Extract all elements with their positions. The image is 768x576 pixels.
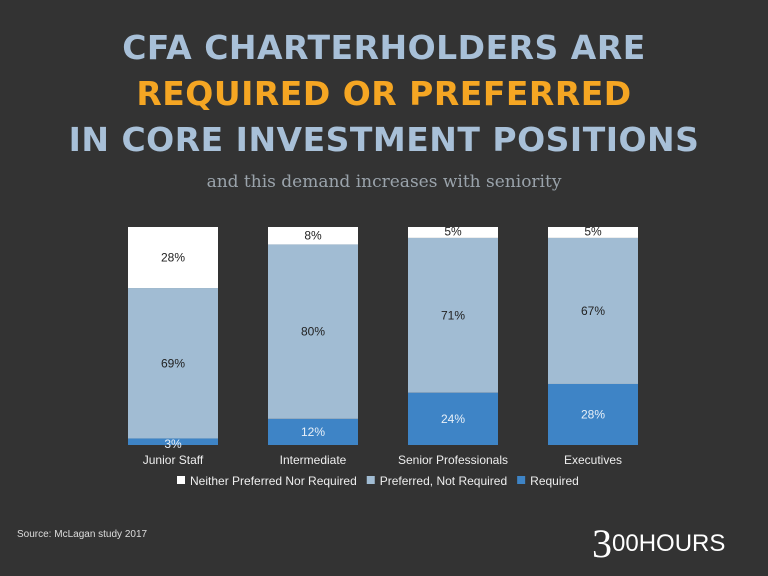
legend-label: Required: [530, 474, 579, 488]
bar-segment-required-2: [408, 392, 498, 445]
data-label: 24%: [441, 412, 465, 426]
legend-swatch: [517, 476, 526, 484]
legend-label: Preferred, Not Required: [380, 474, 507, 488]
legend-label: Neither Preferred Nor Required: [190, 474, 357, 488]
bar-segment-preferred-not-required-3: [548, 237, 638, 384]
data-label: 3%: [164, 437, 182, 451]
logo-300hours: 300HOURS: [592, 520, 725, 567]
source-note: Source: McLagan study 2017: [17, 529, 148, 540]
bar-segment-neither-preferred-nor-required-0: [128, 227, 218, 289]
category-label: Intermediate: [280, 453, 347, 467]
legend-swatch: [177, 476, 185, 484]
title-line-1: CFA CHARTERHOLDERS ARE: [122, 28, 646, 67]
data-label: 8%: [304, 229, 322, 243]
bar-segment-required-1: [268, 418, 358, 445]
category-label: Senior Professionals: [398, 453, 508, 467]
subtitle: and this demand increases with seniority: [206, 172, 562, 192]
bar-segment-preferred-not-required-0: [128, 288, 218, 439]
bar-segment-neither-preferred-nor-required-2: [408, 227, 498, 238]
bar-segment-preferred-not-required-2: [408, 237, 498, 393]
data-label: 28%: [581, 407, 605, 421]
bar-segment-neither-preferred-nor-required-1: [268, 227, 358, 245]
category-label: Junior Staff: [143, 453, 204, 467]
logo-text: 00HOURS: [612, 530, 726, 557]
data-label: 5%: [444, 224, 462, 238]
bar-segment-preferred-not-required-1: [268, 244, 358, 419]
category-label: Executives: [564, 453, 622, 467]
data-label: 71%: [441, 308, 465, 322]
legend-swatch: [366, 476, 375, 484]
logo-digit: 3: [592, 521, 612, 566]
data-label: 5%: [584, 224, 602, 238]
data-label: 67%: [581, 304, 605, 318]
data-label: 69%: [161, 356, 185, 370]
data-label: 12%: [301, 425, 325, 439]
bar-segment-neither-preferred-nor-required-3: [548, 227, 638, 238]
bar-segment-required-0: [128, 438, 218, 445]
title-line-2-highlight: REQUIRED OR PREFERRED: [136, 74, 632, 113]
title-line-3: IN CORE INVESTMENT POSITIONS: [68, 120, 700, 159]
data-label: 28%: [161, 251, 185, 265]
bar-segment-required-3: [548, 383, 638, 445]
data-label: 80%: [301, 325, 325, 339]
